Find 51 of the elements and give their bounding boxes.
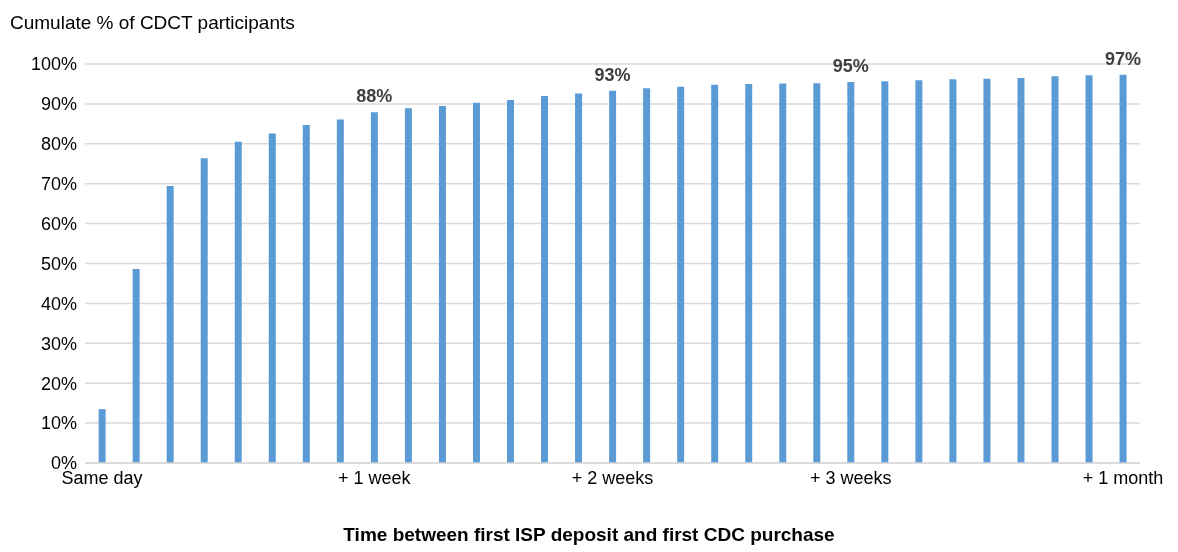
bar — [881, 81, 889, 463]
bar — [541, 95, 549, 463]
bar — [847, 81, 855, 463]
bar — [370, 112, 378, 463]
bar — [745, 83, 753, 463]
bar — [98, 409, 106, 463]
bar — [677, 86, 685, 463]
x-tick-label: + 2 weeks — [571, 467, 654, 488]
y-tick-label: 100% — [30, 54, 77, 75]
y-tick-label: 90% — [40, 94, 77, 115]
bar — [1051, 76, 1059, 463]
bar — [1017, 77, 1025, 463]
data-label: 95% — [832, 55, 869, 76]
bar — [404, 108, 412, 463]
bar — [915, 80, 923, 463]
bar — [779, 83, 787, 463]
data-label: 97% — [1105, 48, 1142, 69]
bar — [200, 158, 208, 463]
y-tick-label: 60% — [40, 213, 77, 234]
y-tick-label: 80% — [40, 134, 77, 155]
bar — [507, 99, 514, 463]
chart-title: Cumulate % of CDCT participants — [10, 12, 295, 34]
bar — [643, 88, 651, 463]
bar — [609, 90, 617, 463]
y-tick-label: 40% — [40, 293, 77, 314]
x-tick-label: + 3 weeks — [809, 467, 892, 488]
bar — [575, 93, 583, 463]
bar — [438, 105, 446, 463]
bar — [813, 83, 821, 463]
bar — [983, 78, 991, 463]
x-axis-title: Time between first ISP deposit and first CDC purchase — [342, 524, 836, 546]
data-label: 88% — [356, 86, 393, 107]
bar — [268, 133, 276, 463]
y-tick-label: 50% — [40, 253, 77, 274]
bar — [302, 125, 310, 463]
bar — [711, 84, 719, 463]
y-tick-label: 10% — [40, 413, 77, 434]
bar — [336, 119, 344, 463]
bar — [234, 141, 242, 463]
x-tick-label: + 1 week — [338, 467, 412, 488]
y-tick-label: 70% — [40, 174, 77, 195]
bar — [1085, 75, 1093, 463]
x-tick-label: + 1 month — [1082, 467, 1164, 488]
bar — [472, 102, 480, 463]
y-tick-label: 30% — [40, 333, 77, 354]
bar — [949, 79, 957, 463]
bar — [132, 269, 140, 463]
bar — [166, 186, 174, 463]
bar — [1119, 74, 1127, 463]
y-tick-label: 20% — [40, 373, 77, 394]
data-label: 93% — [594, 64, 631, 85]
